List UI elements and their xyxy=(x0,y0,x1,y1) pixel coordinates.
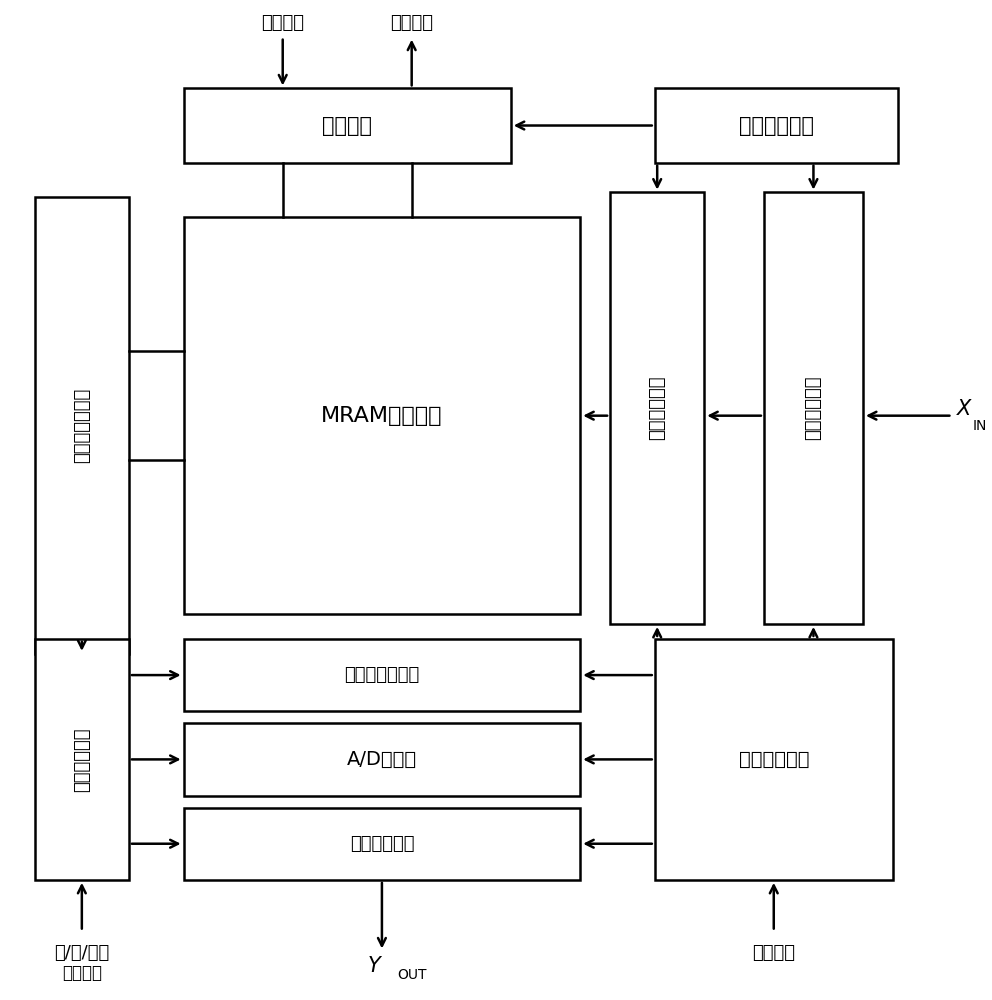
Bar xyxy=(184,723,580,796)
Bar xyxy=(35,639,129,880)
Bar xyxy=(184,217,580,614)
Bar xyxy=(35,197,129,654)
Text: 输入数据: 输入数据 xyxy=(261,14,305,32)
Text: 输出数据: 输出数据 xyxy=(390,14,434,32)
Text: MRAM存储阵列: MRAM存储阵列 xyxy=(321,406,442,426)
Text: 时序控制电路: 时序控制电路 xyxy=(738,750,809,769)
Text: 使能信号: 使能信号 xyxy=(62,964,102,982)
Text: 读写电路: 读写电路 xyxy=(322,116,372,136)
Text: Y: Y xyxy=(368,956,380,976)
Text: 脉冲产生电路: 脉冲产生电路 xyxy=(648,376,667,440)
Text: X: X xyxy=(957,399,971,419)
Text: 时钟信号: 时钟信号 xyxy=(752,944,796,962)
Text: A/D转换器: A/D转换器 xyxy=(347,750,417,769)
Bar xyxy=(610,192,704,624)
Bar xyxy=(655,88,898,163)
Text: OUT: OUT xyxy=(397,968,427,982)
Bar xyxy=(184,88,511,163)
Text: 数据输入单元: 数据输入单元 xyxy=(805,376,822,440)
Text: 电流镜积分模块: 电流镜积分模块 xyxy=(344,666,420,684)
Text: 行译码驱动电路: 行译码驱动电路 xyxy=(72,388,91,463)
Text: 读/写/计算: 读/写/计算 xyxy=(55,944,109,962)
Bar xyxy=(184,639,580,711)
Text: 模式选择模块: 模式选择模块 xyxy=(739,116,813,136)
Text: IN: IN xyxy=(972,419,986,433)
Text: 移位加法电路: 移位加法电路 xyxy=(349,835,415,853)
Bar xyxy=(764,192,863,624)
Bar xyxy=(184,808,580,880)
Bar xyxy=(655,639,893,880)
Text: 模式选择模块: 模式选择模块 xyxy=(72,727,91,792)
